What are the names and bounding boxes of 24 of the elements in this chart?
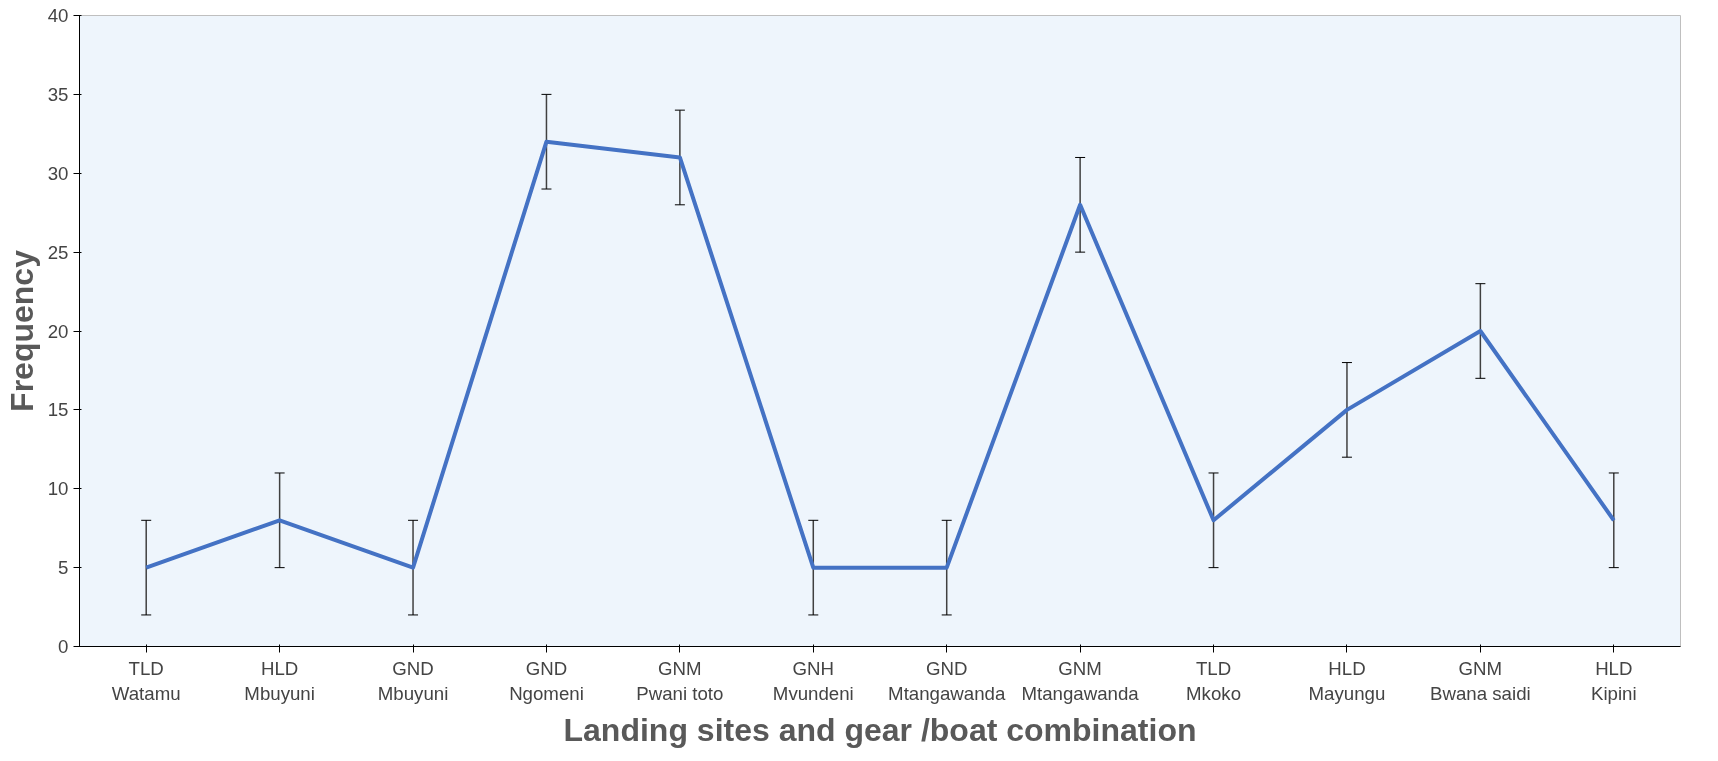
y-tick-label: 5 xyxy=(58,557,69,579)
y-tick-label: 20 xyxy=(47,320,69,342)
x-tick-label: HLD Mayungu xyxy=(1308,657,1386,704)
line-series xyxy=(144,139,1616,570)
x-tick-label: GNM Pwani toto xyxy=(636,657,724,704)
x-tick-label: GNM Mtangawanda xyxy=(1021,657,1140,704)
y-tick-label: 40 xyxy=(47,5,69,26)
x-tick-label: GND Mtangawanda xyxy=(888,657,1006,704)
y-tick-label: 35 xyxy=(47,83,69,105)
y-tick-label: 25 xyxy=(47,241,69,263)
x-tick-label: GNH Mvundeni xyxy=(772,657,854,704)
y-tick-label: 0 xyxy=(58,636,69,657)
y-tick-label: 15 xyxy=(47,399,69,421)
x-tick-label: TLD Mkoko xyxy=(1186,657,1242,704)
x-tick-label: HLD Mbuyuni xyxy=(244,657,315,704)
x-axis-title: Landing sites and gear /boat combination xyxy=(563,711,1197,748)
y-tick-label: 10 xyxy=(47,478,69,500)
x-tick-label: TLD Watamu xyxy=(111,657,181,704)
x-tick-label: GNM Bwana saidi xyxy=(1430,657,1531,704)
y-axis-title: Frequency xyxy=(3,249,40,412)
y-tick-label: 30 xyxy=(47,162,69,184)
x-tick-label: GND Mbuyuni xyxy=(377,657,449,704)
x-tick-label: GND Ngomeni xyxy=(509,657,584,704)
x-tick-label: HLD Kipini xyxy=(1590,657,1637,704)
